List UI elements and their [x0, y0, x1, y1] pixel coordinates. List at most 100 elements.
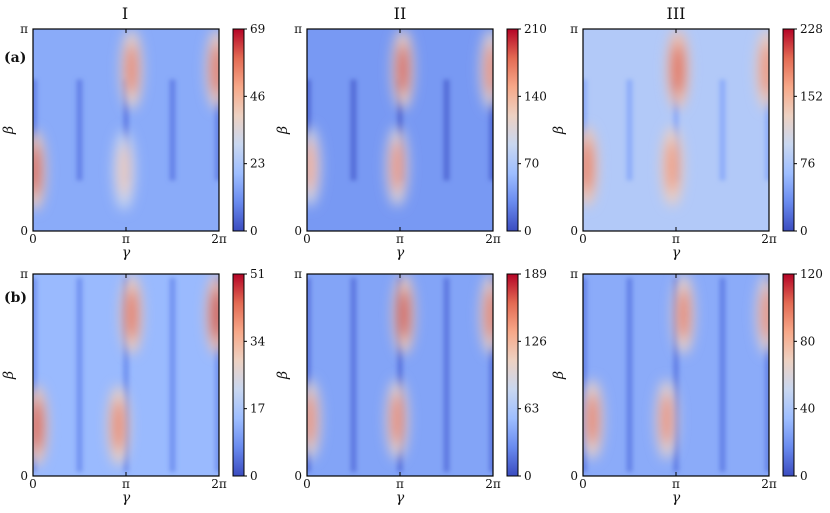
peak-core — [397, 43, 409, 96]
x-tick-label: π — [122, 232, 130, 246]
colorbar — [232, 273, 245, 477]
y-tick-label: 0 — [294, 469, 302, 483]
minimum-stripe — [489, 278, 493, 472]
colorbar-tick-label: 0 — [800, 224, 808, 238]
minimum-stripe — [443, 79, 450, 181]
heatmap-field — [33, 274, 219, 476]
x-tick-label: 2π — [211, 477, 227, 491]
heatmap-field — [583, 274, 769, 476]
y-axis-label: β — [551, 126, 567, 135]
x-tick-label: π — [122, 477, 130, 491]
y-axis-label: β — [275, 371, 291, 380]
heatmap-panel-a-1: 0 π 2π γ 0 π β 0 23 46 69 — [1, 22, 265, 261]
colorbar-tick-label: 17 — [250, 402, 265, 416]
colorbar-tick-label: 140 — [524, 89, 547, 103]
heatmap-field — [583, 29, 769, 231]
heatmap-panel-a-3: 0 π 2π γ 0 π β 0 76 152 228 — [551, 22, 823, 261]
x-tick-label: 2π — [761, 477, 777, 491]
minimum-stripe — [215, 278, 219, 472]
column-title-1: I — [122, 4, 128, 23]
x-tick-label: π — [672, 232, 680, 246]
peak-core — [33, 399, 43, 452]
minimum-stripe — [719, 79, 726, 181]
x-tick-label: π — [396, 477, 404, 491]
colorbar-tick-label: 70 — [524, 157, 539, 171]
colorbar-tick-label: 228 — [800, 22, 823, 36]
y-tick-label: 0 — [20, 224, 28, 238]
minimum-stripe — [443, 278, 450, 472]
peak-core — [391, 393, 403, 446]
colorbar-tick-label: 63 — [524, 402, 539, 416]
minimum-stripe — [765, 79, 769, 181]
y-axis-label: β — [1, 126, 17, 135]
y-tick-label: π — [294, 267, 302, 281]
x-tick-label: π — [396, 232, 404, 246]
y-tick-label: π — [294, 22, 302, 36]
colorbar-tick-label: 0 — [250, 224, 258, 238]
peak-core — [126, 288, 138, 341]
colorbar — [782, 28, 795, 232]
peak-core — [485, 43, 493, 96]
colorbar-tick-label: 0 — [250, 469, 258, 483]
x-tick-label: 2π — [485, 477, 501, 491]
x-axis-label: γ — [672, 490, 681, 506]
x-axis-label: γ — [122, 490, 131, 506]
peak-core — [586, 393, 598, 446]
heatmap-panel-a-2: 0 π 2π γ 0 π β 0 70 140 210 — [275, 22, 547, 261]
peak-core — [211, 288, 219, 341]
minimum-stripe — [626, 79, 633, 181]
column-title-2: II — [394, 4, 407, 23]
peak-core — [661, 393, 673, 446]
colorbar-tick-label: 76 — [800, 157, 815, 171]
minimum-stripe — [350, 79, 357, 181]
peak-core — [677, 288, 689, 341]
peak-core — [33, 144, 41, 197]
row-label-b: (b) — [4, 290, 27, 306]
colorbar-tick-label: 120 — [800, 267, 823, 281]
minimum-stripe — [215, 79, 219, 181]
heatmap-field — [307, 274, 493, 476]
minimum-stripe — [33, 79, 37, 181]
peak-core — [398, 288, 410, 341]
minimum-stripe — [626, 278, 633, 472]
x-axis-label: γ — [672, 245, 681, 261]
y-tick-label: 0 — [20, 469, 28, 483]
minimum-stripe — [76, 79, 83, 181]
peak-core — [307, 140, 316, 193]
minimum-stripe — [33, 278, 37, 472]
x-axis-label: γ — [396, 490, 405, 506]
y-tick-label: π — [570, 22, 578, 36]
x-tick-label: 0 — [303, 232, 311, 246]
x-tick-label: 2π — [211, 232, 227, 246]
colorbar — [232, 28, 245, 232]
minimum-stripe — [123, 278, 129, 472]
minimum-stripe — [76, 278, 83, 472]
peak-core — [118, 144, 130, 197]
heatmap-panel-b-1: 0 π 2π γ 0 π β 0 17 34 51 — [1, 267, 266, 506]
colorbar-tick-label: 46 — [250, 89, 265, 103]
heatmap-panel-b-2: 0 π 2π γ 0 π β 0 63 126 189 — [275, 267, 547, 506]
minimum-stripe — [489, 79, 493, 181]
peak-core — [126, 43, 138, 96]
column-title-3: III — [667, 4, 686, 23]
x-tick-label: 2π — [761, 232, 777, 246]
y-axis-label: β — [275, 126, 291, 135]
y-axis-label: β — [1, 371, 17, 380]
x-tick-label: 0 — [579, 232, 587, 246]
peak-core — [761, 288, 769, 341]
peak-core — [391, 140, 403, 193]
colorbar-tick-label: 126 — [524, 334, 547, 348]
peak-core — [113, 399, 125, 452]
minimum-stripe — [673, 278, 679, 472]
peak-core — [672, 43, 684, 96]
colorbar-tick-label: 189 — [524, 267, 547, 281]
minimum-stripe — [307, 278, 311, 472]
minimum-stripe — [169, 79, 176, 181]
peak-core — [307, 393, 316, 446]
x-tick-label: 0 — [303, 477, 311, 491]
colorbar-tick-label: 0 — [524, 469, 532, 483]
peak-core — [211, 43, 219, 96]
colorbar — [782, 273, 795, 477]
x-tick-label: 0 — [29, 232, 37, 246]
